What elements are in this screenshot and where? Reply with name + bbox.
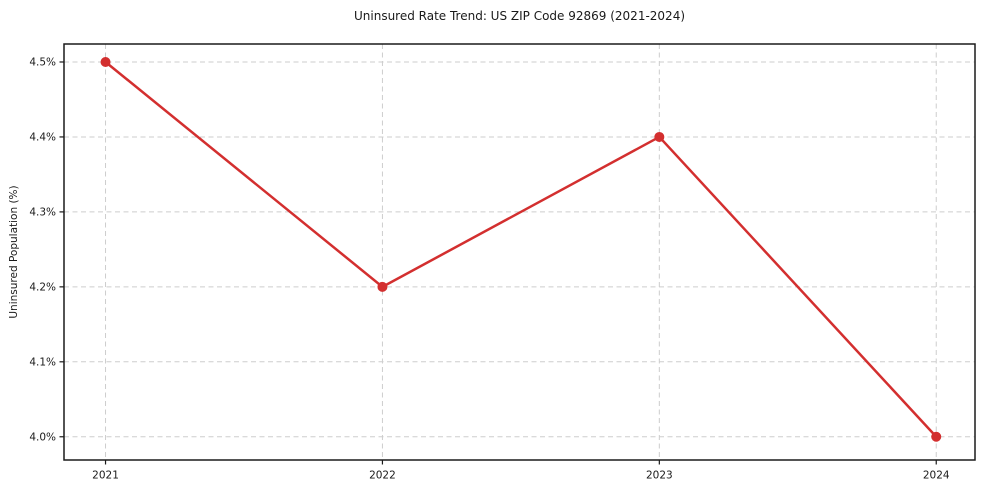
- y-tick-label: 4.5%: [29, 57, 56, 69]
- y-tick-label: 4.1%: [29, 356, 56, 368]
- data-point: [931, 431, 942, 442]
- y-tick-label: 4.0%: [29, 431, 56, 443]
- x-tick-label: 2023: [646, 470, 673, 482]
- x-tick-label: 2024: [923, 470, 950, 482]
- data-line: [104, 60, 938, 439]
- data-point: [377, 281, 388, 292]
- x-tick-label: 2022: [369, 470, 396, 482]
- x-tick-label: 2021: [92, 470, 119, 482]
- y-tick-label: 4.4%: [29, 132, 56, 144]
- data-point: [654, 131, 665, 142]
- axes-box: [63, 43, 976, 461]
- chart-title: Uninsured Rate Trend: US ZIP Code 92869 …: [353, 9, 686, 23]
- data-point: [100, 56, 111, 67]
- y-tick-label: 4.3%: [29, 207, 56, 219]
- y-axis-title: Uninsured Population (%): [8, 185, 20, 318]
- y-tick-label: 4.2%: [29, 282, 56, 294]
